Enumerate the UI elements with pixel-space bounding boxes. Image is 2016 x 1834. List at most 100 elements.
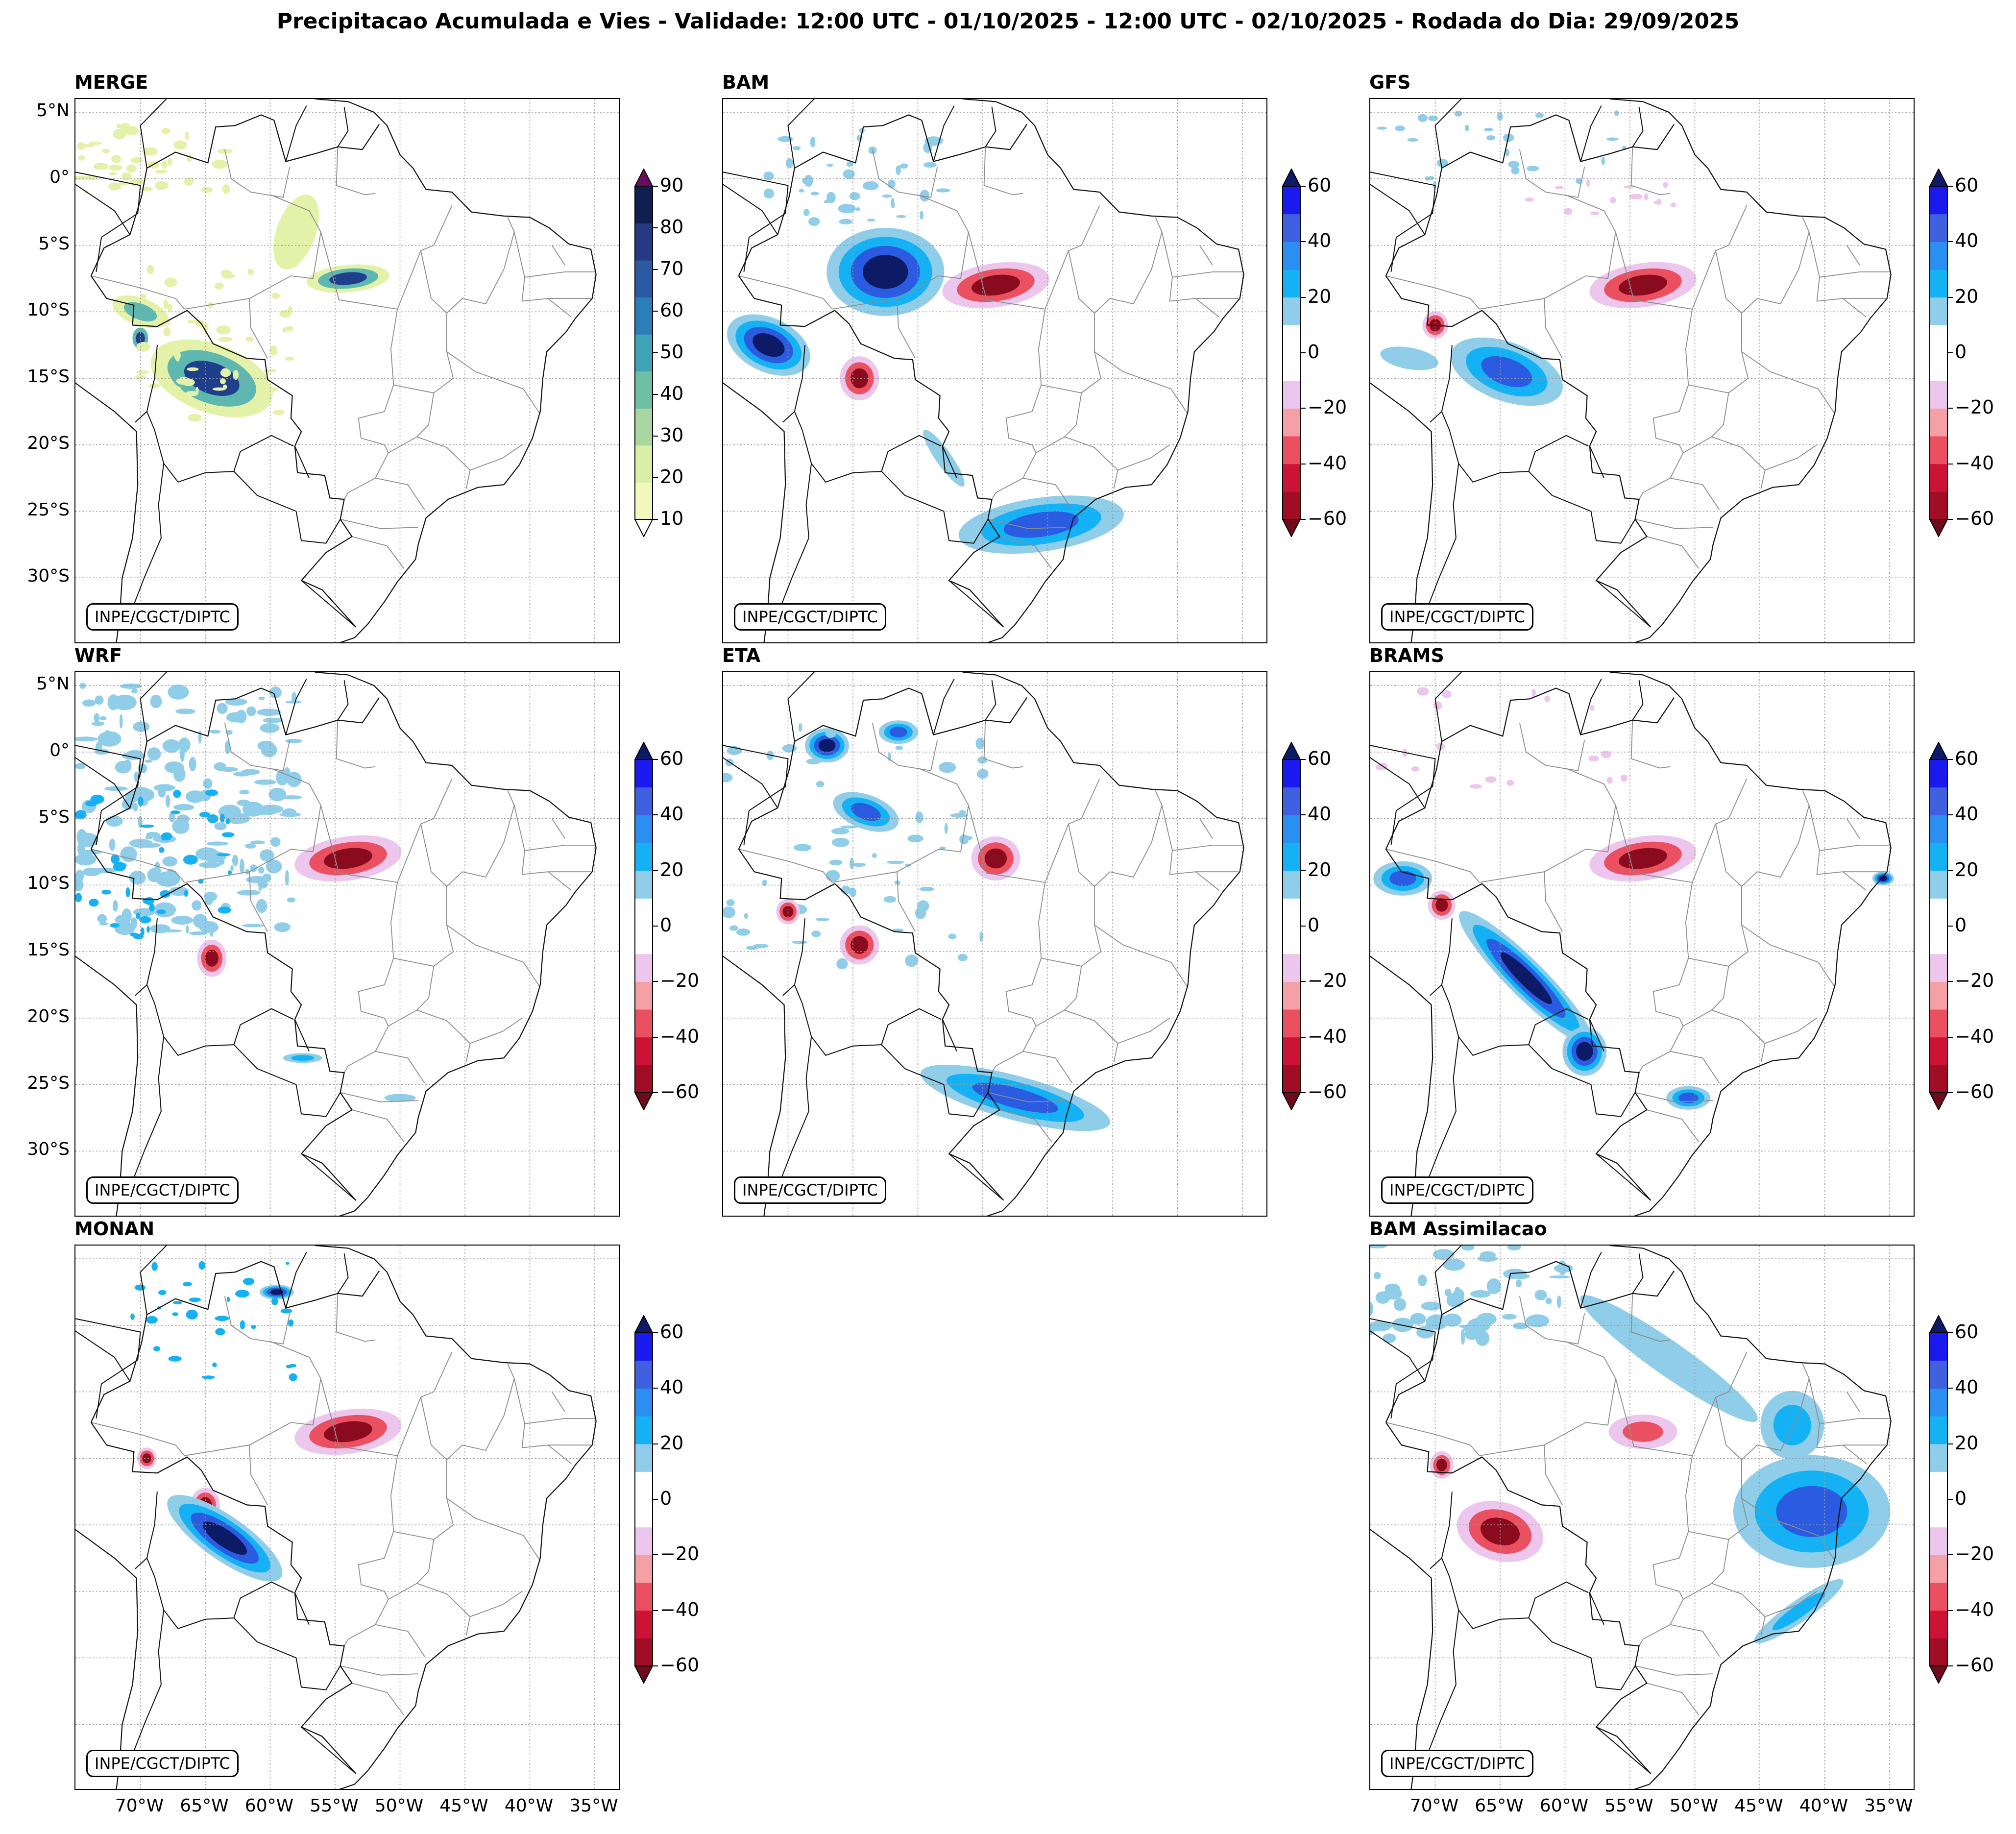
wet-bias-cell (274, 922, 291, 932)
state-border (446, 351, 541, 415)
coastline (1609, 672, 1892, 1216)
state-border (352, 1683, 405, 1715)
wet-bias-area (291, 1055, 315, 1061)
wet-bias-cell (959, 810, 966, 815)
wet-bias-area (1389, 870, 1416, 886)
rain-cell (289, 258, 298, 268)
rain-cell (288, 306, 292, 314)
wet-bias-cell (950, 813, 969, 818)
dry-bias-cell (1506, 780, 1514, 786)
rain-cell (272, 410, 285, 415)
colorbar-tick-label: 40 (1308, 230, 1332, 252)
wet-bias-cell (867, 219, 875, 222)
rain-cell (136, 342, 150, 352)
country-border (1632, 1253, 1644, 1294)
wet-bias-cell (184, 890, 189, 897)
wet-bias-cell (1454, 111, 1462, 117)
wet-bias-cell (109, 838, 116, 851)
wet-bias-cell (1484, 127, 1493, 132)
wet-bias-cell (289, 1364, 296, 1368)
dry-bias-cell (1621, 775, 1627, 782)
state-border (1544, 1445, 1563, 1505)
country-border (1370, 171, 1436, 272)
colorbar-tick (1301, 241, 1306, 243)
colorbar-tick-label: 0 (1955, 1488, 1967, 1509)
state-border (968, 232, 1045, 310)
coastline (723, 955, 786, 1216)
rain-cell (218, 337, 233, 342)
colorbar-segment (1930, 464, 1947, 492)
panel-title: BRAMS (1369, 645, 1444, 666)
brazil-border (1385, 114, 1675, 628)
wet-bias-cell (905, 863, 911, 867)
state-border (1711, 436, 1818, 471)
dry-bias-area (984, 848, 1007, 869)
country-border (337, 1253, 349, 1294)
lat-tick-label: 5°S (38, 807, 70, 827)
colorbar-tick (1948, 241, 1953, 243)
wet-bias-cell (763, 171, 774, 180)
wet-bias-cell (82, 867, 101, 877)
wet-bias-cell (1470, 1290, 1491, 1298)
wet-bias-cell (744, 912, 748, 919)
wet-bias-cell (763, 188, 775, 199)
wet-bias-cell (114, 921, 135, 935)
rain-cell (109, 171, 117, 176)
colorbar-segment (1283, 380, 1300, 409)
state-border (1692, 205, 1748, 310)
wet-bias-cell (260, 723, 280, 733)
country-border (1428, 1610, 1459, 1751)
colorbar-tick-label: 20 (1955, 1432, 1979, 1454)
state-border (1846, 1392, 1860, 1412)
map-canvas (723, 672, 1266, 1216)
wet-bias-cell (235, 1290, 249, 1298)
lat-tick-label: 0° (49, 167, 70, 187)
country-border (1370, 1318, 1436, 1419)
colorbar-tick (1948, 1388, 1953, 1389)
colorbar-extend-min (1929, 519, 1948, 537)
state-border (1688, 824, 1749, 967)
wet-bias-cell (895, 745, 903, 750)
lat-tick-label: 25°S (27, 1073, 70, 1093)
colorbar-tick-label: 40 (660, 1376, 684, 1398)
wet-bias-cell (1383, 1333, 1396, 1343)
credit-label: INPE/CGCT/DIPTC (734, 603, 886, 631)
wet-bias-cell (121, 798, 135, 810)
country-border (146, 345, 294, 483)
wet-bias-area (889, 727, 907, 738)
colorbar (1929, 1315, 1948, 1684)
colorbar-tick (1948, 1443, 1953, 1444)
country-border (782, 984, 795, 996)
colorbar-segment (635, 759, 653, 788)
wet-bias-cell (192, 900, 202, 911)
wet-bias-cell (111, 854, 120, 864)
rain-cell (271, 293, 280, 299)
country-border (337, 680, 349, 721)
colorbar-segment (1930, 1638, 1947, 1666)
state-border (1044, 205, 1100, 310)
colorbar-tick (1948, 186, 1953, 187)
state-border (999, 1109, 1052, 1142)
state-border (897, 298, 916, 359)
wet-bias-cell (113, 694, 137, 710)
country-border (135, 1558, 147, 1569)
colorbar-tick (1948, 296, 1953, 298)
colorbar-segment (635, 1555, 653, 1583)
state-border (1094, 790, 1163, 887)
state-border (968, 805, 1045, 883)
state-border (446, 790, 515, 887)
state-border (1479, 1341, 1616, 1456)
wet-bias-cell (159, 847, 165, 853)
lon-tick-label: 65°W (1475, 1796, 1524, 1816)
colorbar (634, 169, 653, 537)
wet-bias-cell (285, 870, 289, 886)
brazil-border (738, 687, 1028, 1201)
wet-bias-cell (89, 899, 99, 907)
colorbar-segment (1283, 926, 1300, 954)
state-border (397, 778, 453, 883)
colorbar-extend-max (634, 169, 653, 187)
wet-bias-cell (1433, 1249, 1455, 1260)
wet-bias-cell (221, 832, 235, 837)
wet-bias-cell (762, 880, 767, 886)
wet-bias-cell (189, 757, 196, 772)
